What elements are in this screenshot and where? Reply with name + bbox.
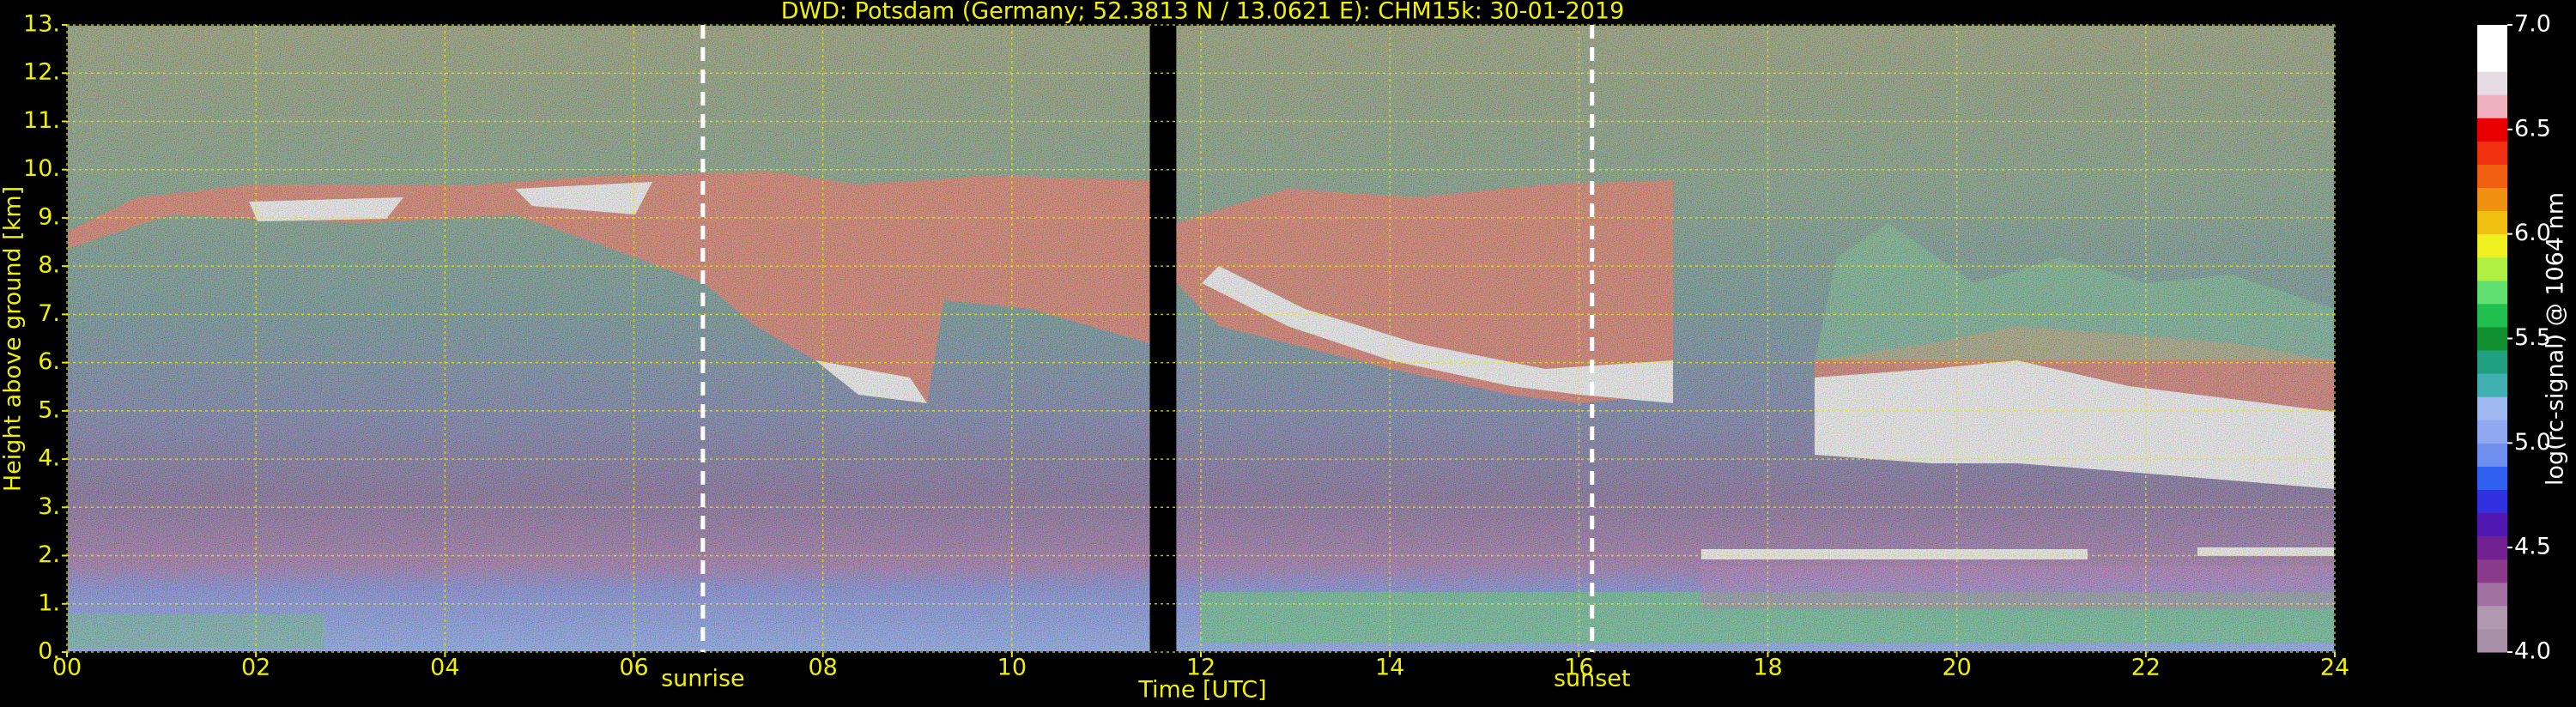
colorbar-tick-label: 4.5 xyxy=(2514,534,2551,560)
x-tick-label: 02 xyxy=(241,655,270,681)
y-tick-label: 2. xyxy=(38,541,60,568)
colorbar-band xyxy=(2477,443,2507,467)
colorbar-tick-label: 6.5 xyxy=(2514,115,2551,142)
colorbar-label: log(rc-signal) @ 1064 nm xyxy=(2543,192,2569,486)
colorbar-band xyxy=(2477,420,2507,444)
colorbar: log(rc-signal) @ 1064 nm 4.0 4.5 5.0 5.5 6.0… xyxy=(2477,11,2569,665)
colorbar-band xyxy=(2477,628,2507,653)
x-tick-label: 00 xyxy=(52,655,82,681)
colorbar-band xyxy=(2477,559,2507,583)
colorbar-band xyxy=(2477,141,2507,165)
colorbar-band xyxy=(2477,350,2507,374)
data-gap xyxy=(1149,25,1177,652)
x-tick-label: 06 xyxy=(619,655,648,681)
colorbar-tick-label: 5.0 xyxy=(2514,429,2551,456)
x-tick-label: 10 xyxy=(997,655,1027,681)
y-tick-label: 0. xyxy=(38,638,60,665)
x-tick-label: 24 xyxy=(2320,655,2349,681)
colorbar-band xyxy=(2477,94,2507,118)
y-tick-label: 13. xyxy=(23,11,60,38)
x-tick-label: 22 xyxy=(2131,655,2161,681)
x-tick-label: 12 xyxy=(1186,655,1215,681)
x-tick-label: 04 xyxy=(430,655,459,681)
y-tick-label: 5. xyxy=(38,396,60,423)
y-tick-label: 12. xyxy=(23,59,60,86)
x-tick-label: 16 xyxy=(1564,655,1593,681)
colorbar-band xyxy=(2477,187,2507,212)
colorbar-band xyxy=(2477,512,2507,537)
y-tick-label: 10. xyxy=(23,155,60,182)
y-tick-label: 1. xyxy=(38,589,60,616)
colorbar-band xyxy=(2477,233,2507,258)
colorbar-band xyxy=(2477,396,2507,420)
y-tick-label: 11. xyxy=(23,107,60,134)
x-tick-label: 20 xyxy=(1942,655,1971,681)
colorbar-band xyxy=(2477,118,2507,142)
y-tick-label: 7. xyxy=(38,300,60,327)
colorbar-tick-label: 7.0 xyxy=(2514,11,2551,38)
colorbar-band xyxy=(2477,164,2507,189)
colorbar-band xyxy=(2477,303,2507,328)
annotation-label: sunset xyxy=(1554,666,1631,692)
colorbar-band xyxy=(2477,210,2507,235)
x-tick-label: 08 xyxy=(808,655,837,681)
colorbar-band xyxy=(2477,326,2507,351)
colorbar-band xyxy=(2477,535,2507,560)
colorbar-band xyxy=(2477,25,2507,49)
chart-title: DWD: Potsdam (Germany; 52.3813 N / 13.06… xyxy=(781,0,1625,25)
colorbar-band xyxy=(2477,373,2507,397)
colorbar-band xyxy=(2477,466,2507,490)
colorbar-band xyxy=(2477,48,2507,72)
x-tick-label: 18 xyxy=(1753,655,1782,681)
y-tick-label: 4. xyxy=(38,445,60,472)
colorbar-band xyxy=(2477,257,2507,281)
colorbar-band xyxy=(2477,489,2507,514)
colorbar-band xyxy=(2477,280,2507,305)
y-tick-label: 8. xyxy=(38,252,60,279)
y-tick-label: 6. xyxy=(38,348,60,375)
colorbar-band xyxy=(2477,71,2507,95)
colorbar-tick-label: 4.0 xyxy=(2514,638,2551,665)
x-tick-label: 14 xyxy=(1375,655,1404,681)
colorbar-band xyxy=(2477,605,2507,630)
colorbar-band xyxy=(2477,582,2507,607)
annotation-label: sunrise xyxy=(661,666,745,692)
x-axis-label: Time [UTC] xyxy=(1137,677,1266,704)
colorbar-tick-label: 6.0 xyxy=(2514,220,2551,246)
y-tick-label: 9. xyxy=(38,203,60,230)
colorbar-tick-label: 5.5 xyxy=(2514,324,2551,351)
y-axis-label: Height above ground [km] xyxy=(0,186,27,492)
y-tick-label: 3. xyxy=(38,493,60,520)
